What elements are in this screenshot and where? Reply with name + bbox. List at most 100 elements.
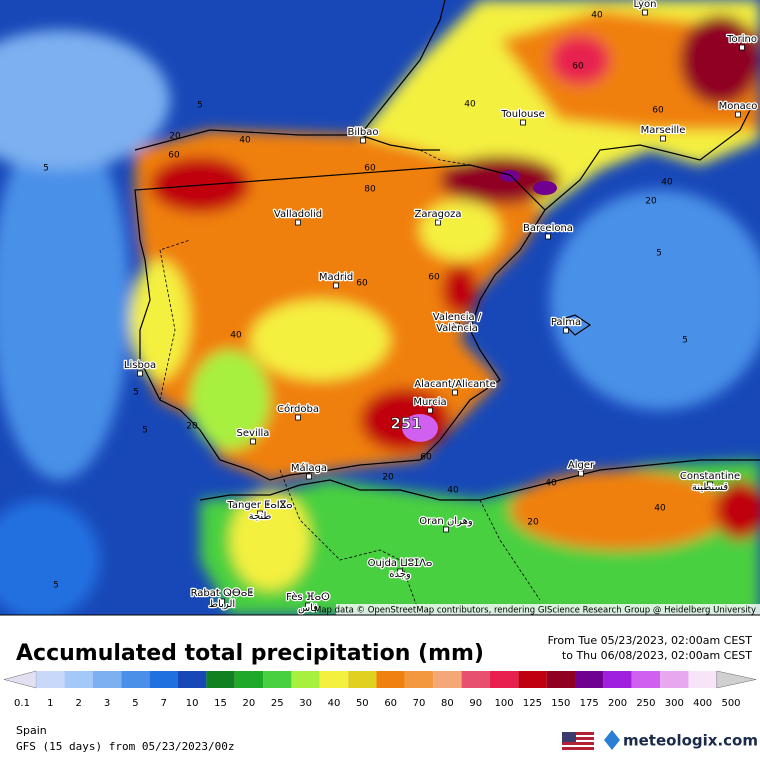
legend-label: 3	[104, 698, 110, 709]
contour-label: 40	[230, 331, 242, 341]
contour-label: 5	[656, 249, 662, 259]
legend-swatch	[489, 671, 519, 688]
cities: Lyon Torino Monaco Toulouse Marseille Bilbao V…	[123, 0, 759, 615]
legend-label: 60	[384, 698, 397, 709]
city-label: Barcelona	[523, 223, 573, 234]
city-marker	[739, 44, 745, 51]
legend-label: 250	[636, 698, 655, 709]
contour-label: 60	[572, 62, 584, 72]
brand: meteologix.com	[623, 732, 758, 750]
city-marker	[333, 282, 339, 289]
contour-label: 40	[447, 486, 459, 496]
legend-label: 175	[580, 698, 599, 709]
contour-label: 5	[43, 164, 49, 174]
city-marker	[137, 370, 143, 377]
city-marker	[563, 327, 569, 334]
contour-label: 60	[356, 279, 368, 289]
city-label: الرباط	[209, 599, 235, 610]
city-marker	[642, 9, 648, 16]
legend-swatch	[660, 671, 689, 688]
city-marker	[454, 322, 460, 329]
city-label: Sevilla	[237, 428, 270, 439]
city-label: فاس	[298, 603, 318, 614]
max-area	[533, 181, 557, 195]
legend-label: 0.1	[14, 698, 30, 709]
city-label: Valladolid	[274, 209, 322, 220]
region: Spain	[16, 724, 47, 737]
contour-label: 5	[197, 101, 203, 111]
city-label: Rabat ⵕⴱⴰⵟ	[191, 588, 254, 599]
legend-label: 80	[441, 698, 454, 709]
legend-swatch	[716, 670, 757, 689]
city-marker	[306, 473, 312, 480]
period-from: From Tue 05/23/2023, 02:00am CEST	[548, 634, 753, 647]
legend-label: 10	[186, 698, 199, 709]
coastline	[134, 0, 760, 501]
city-marker	[250, 438, 256, 445]
contour-label: 5	[133, 388, 139, 398]
city-marker	[707, 481, 713, 488]
contour-label: 80	[364, 185, 376, 195]
contour-label: 20	[527, 518, 539, 528]
city-label: طنجة	[249, 511, 272, 522]
legend-swatch	[177, 671, 207, 688]
city-label: Lyon	[633, 0, 656, 10]
legend-swatch	[546, 671, 576, 688]
max-marker: 251	[390, 414, 422, 433]
contour-label: 20	[645, 197, 657, 207]
city-label: Palma	[551, 317, 581, 328]
contour-label: 60	[364, 164, 376, 174]
city-label: Monaco	[719, 101, 758, 112]
legend-swatch	[631, 671, 661, 688]
legend-swatch	[64, 671, 93, 688]
legend-swatch	[263, 671, 292, 688]
contour-label: 60	[420, 453, 432, 463]
max-label: 251	[390, 415, 421, 433]
legend-swatch	[206, 671, 235, 688]
legend-swatch	[36, 671, 65, 688]
legend-swatch	[404, 671, 434, 688]
city-label: Alger	[568, 460, 595, 471]
city-marker	[735, 111, 741, 118]
legend-label: 15	[214, 698, 227, 709]
city-label: Valencia /	[433, 312, 482, 323]
legend: 0.1 1 2 3 5 7 10 15 20 25 30 40 50 60 70 80 90 100 125 150 1…	[3, 670, 757, 709]
contour-label: 40	[661, 178, 673, 188]
legend-label: 20	[243, 698, 256, 709]
legend-swatch	[518, 671, 547, 688]
city-label: Bilbao	[347, 127, 378, 138]
city-label: قسنطينة	[692, 482, 729, 493]
max-area	[500, 170, 520, 182]
flag	[562, 732, 594, 750]
legend-label: 125	[523, 698, 542, 709]
city-label: Madrid	[319, 272, 353, 283]
city-label: Alacant/Alicante	[414, 379, 495, 390]
border	[159, 149, 541, 615]
legend-label: 150	[551, 698, 570, 709]
legend-label: 90	[469, 698, 482, 709]
max-area	[402, 414, 438, 442]
legend-swatch	[92, 671, 122, 688]
city-marker	[219, 598, 225, 605]
city-label: Málaga	[291, 462, 327, 474]
attribution-bg	[336, 604, 760, 615]
legend-swatch	[234, 671, 264, 688]
city-label: Lisboa	[124, 360, 156, 371]
city-marker	[545, 233, 551, 240]
contour-label: 40	[239, 136, 251, 146]
city-marker	[295, 414, 301, 421]
contour-label: 5	[53, 581, 59, 591]
contour-label: 60	[652, 106, 664, 116]
legend-label: 5	[132, 698, 138, 709]
city-label: Toulouse	[500, 109, 544, 120]
legend-label: 2	[76, 698, 82, 709]
city-label: Marseille	[641, 125, 686, 136]
legend-swatch	[433, 671, 462, 688]
city-marker	[305, 602, 311, 609]
period-to: to Thu 06/08/2023, 02:00am CEST	[562, 649, 752, 662]
legend-swatch	[291, 671, 320, 688]
contour-label: 5	[682, 336, 688, 346]
contour-label: 60	[168, 151, 180, 161]
city-marker	[435, 219, 441, 226]
